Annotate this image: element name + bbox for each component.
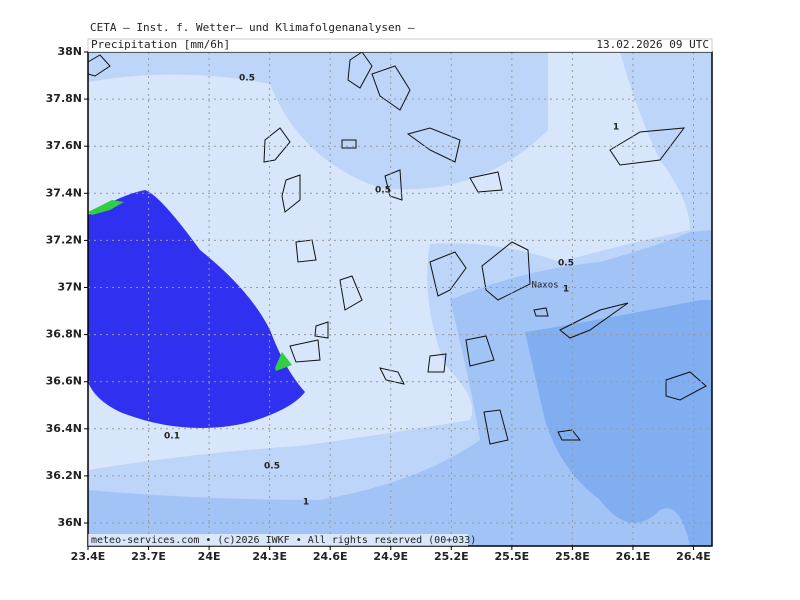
lat-label: 36.2N: [46, 469, 82, 482]
lat-label: 38N: [57, 45, 82, 58]
valid-time: 13.02.2026 09 UTC: [596, 38, 709, 51]
lon-label: 24.6E: [313, 550, 348, 563]
lon-label: 24E: [198, 550, 221, 563]
contour-label: 0.5: [239, 74, 255, 84]
lat-label: 37N: [57, 281, 82, 294]
patch-green: [275, 352, 292, 371]
lat-label: 36.4N: [46, 422, 82, 435]
lat-label: 36.6N: [46, 375, 82, 388]
lon-label: 25.2E: [434, 550, 469, 563]
lon-label: 26.4E: [676, 550, 711, 563]
patch-green: [88, 200, 124, 215]
coastlines: [87, 51, 707, 445]
footer-bar: [88, 534, 468, 546]
lat-label: 37.4N: [46, 186, 82, 199]
contour-label: 0.5: [375, 186, 391, 196]
lon-label: 24.9E: [373, 550, 408, 563]
lat-label: 36N: [57, 516, 82, 529]
lon-label: 24.3E: [252, 550, 287, 563]
lat-label: 37.8N: [46, 92, 82, 105]
band-heavy: [88, 230, 712, 546]
lon-label: 26.1E: [616, 550, 651, 563]
header-bar: [87, 38, 713, 53]
lat-label: 36.8N: [46, 328, 82, 341]
lon-label: 25.5E: [495, 550, 530, 563]
grid: [88, 52, 712, 546]
contour-label: 1: [613, 123, 619, 133]
lon-label: 25.8E: [555, 550, 590, 563]
contour-label: 0.5: [558, 259, 574, 269]
contour-label: 1: [303, 498, 309, 508]
band-heaviest: [525, 300, 712, 546]
contour-label: 0.1: [164, 432, 180, 442]
place-label: Naxos: [531, 281, 558, 291]
contour-label: 1: [563, 285, 569, 295]
lon-label: 23.4E: [71, 550, 106, 563]
product-label: Precipitation [mm/6h]: [91, 38, 230, 51]
lat-label: 37.6N: [46, 139, 82, 152]
contour-label: 0.5: [264, 462, 280, 472]
map: 0.5 0.5 1 0.5 1 0.1 0.5 1 Naxos: [87, 51, 713, 547]
lon-label: 23.7E: [131, 550, 166, 563]
header-title: CETA – Inst. f. Wetter– und Klimafolgena…: [90, 21, 415, 34]
axes: 23.4E 23.7E 24E 24.3E 24.6E 24.9E 25.2E 25.5E 25…: [46, 45, 711, 563]
band-dry: [88, 190, 305, 428]
lat-label: 37.2N: [46, 233, 82, 246]
footer-text: meteo-services.com • (c)2026 IWKF • All …: [91, 535, 476, 546]
